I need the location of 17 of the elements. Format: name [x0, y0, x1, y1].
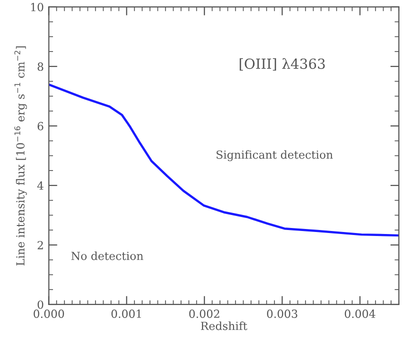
y-tick-label: 0: [38, 300, 44, 309]
y-tick-label: 4: [37, 181, 44, 190]
x-tick-label: 0.001: [111, 310, 141, 318]
line-series: [48, 83, 399, 237]
x-tick-label: 0.002: [189, 310, 220, 318]
y-tick-label: 8: [38, 62, 44, 71]
annotation: [OIII] λ4363: [240, 58, 325, 71]
x-tick-label: 0.004: [344, 310, 376, 318]
y-tick-label: 6: [38, 122, 44, 130]
x-tick-label: 0.003: [267, 310, 298, 318]
x-tick-label: 0.000: [34, 310, 64, 318]
y-axis-title: Line intensity flux [10$^{−16}$ erg s$^{−1}$ cm$^{−2}$]: [14, 46, 27, 266]
y-tick-label: 2: [38, 240, 43, 250]
annotation: Significant detection: [216, 150, 333, 162]
y-tick-label: 10: [31, 2, 44, 12]
annotation: No detection: [71, 251, 144, 260]
x-axis-title: Redshift: [200, 321, 248, 330]
